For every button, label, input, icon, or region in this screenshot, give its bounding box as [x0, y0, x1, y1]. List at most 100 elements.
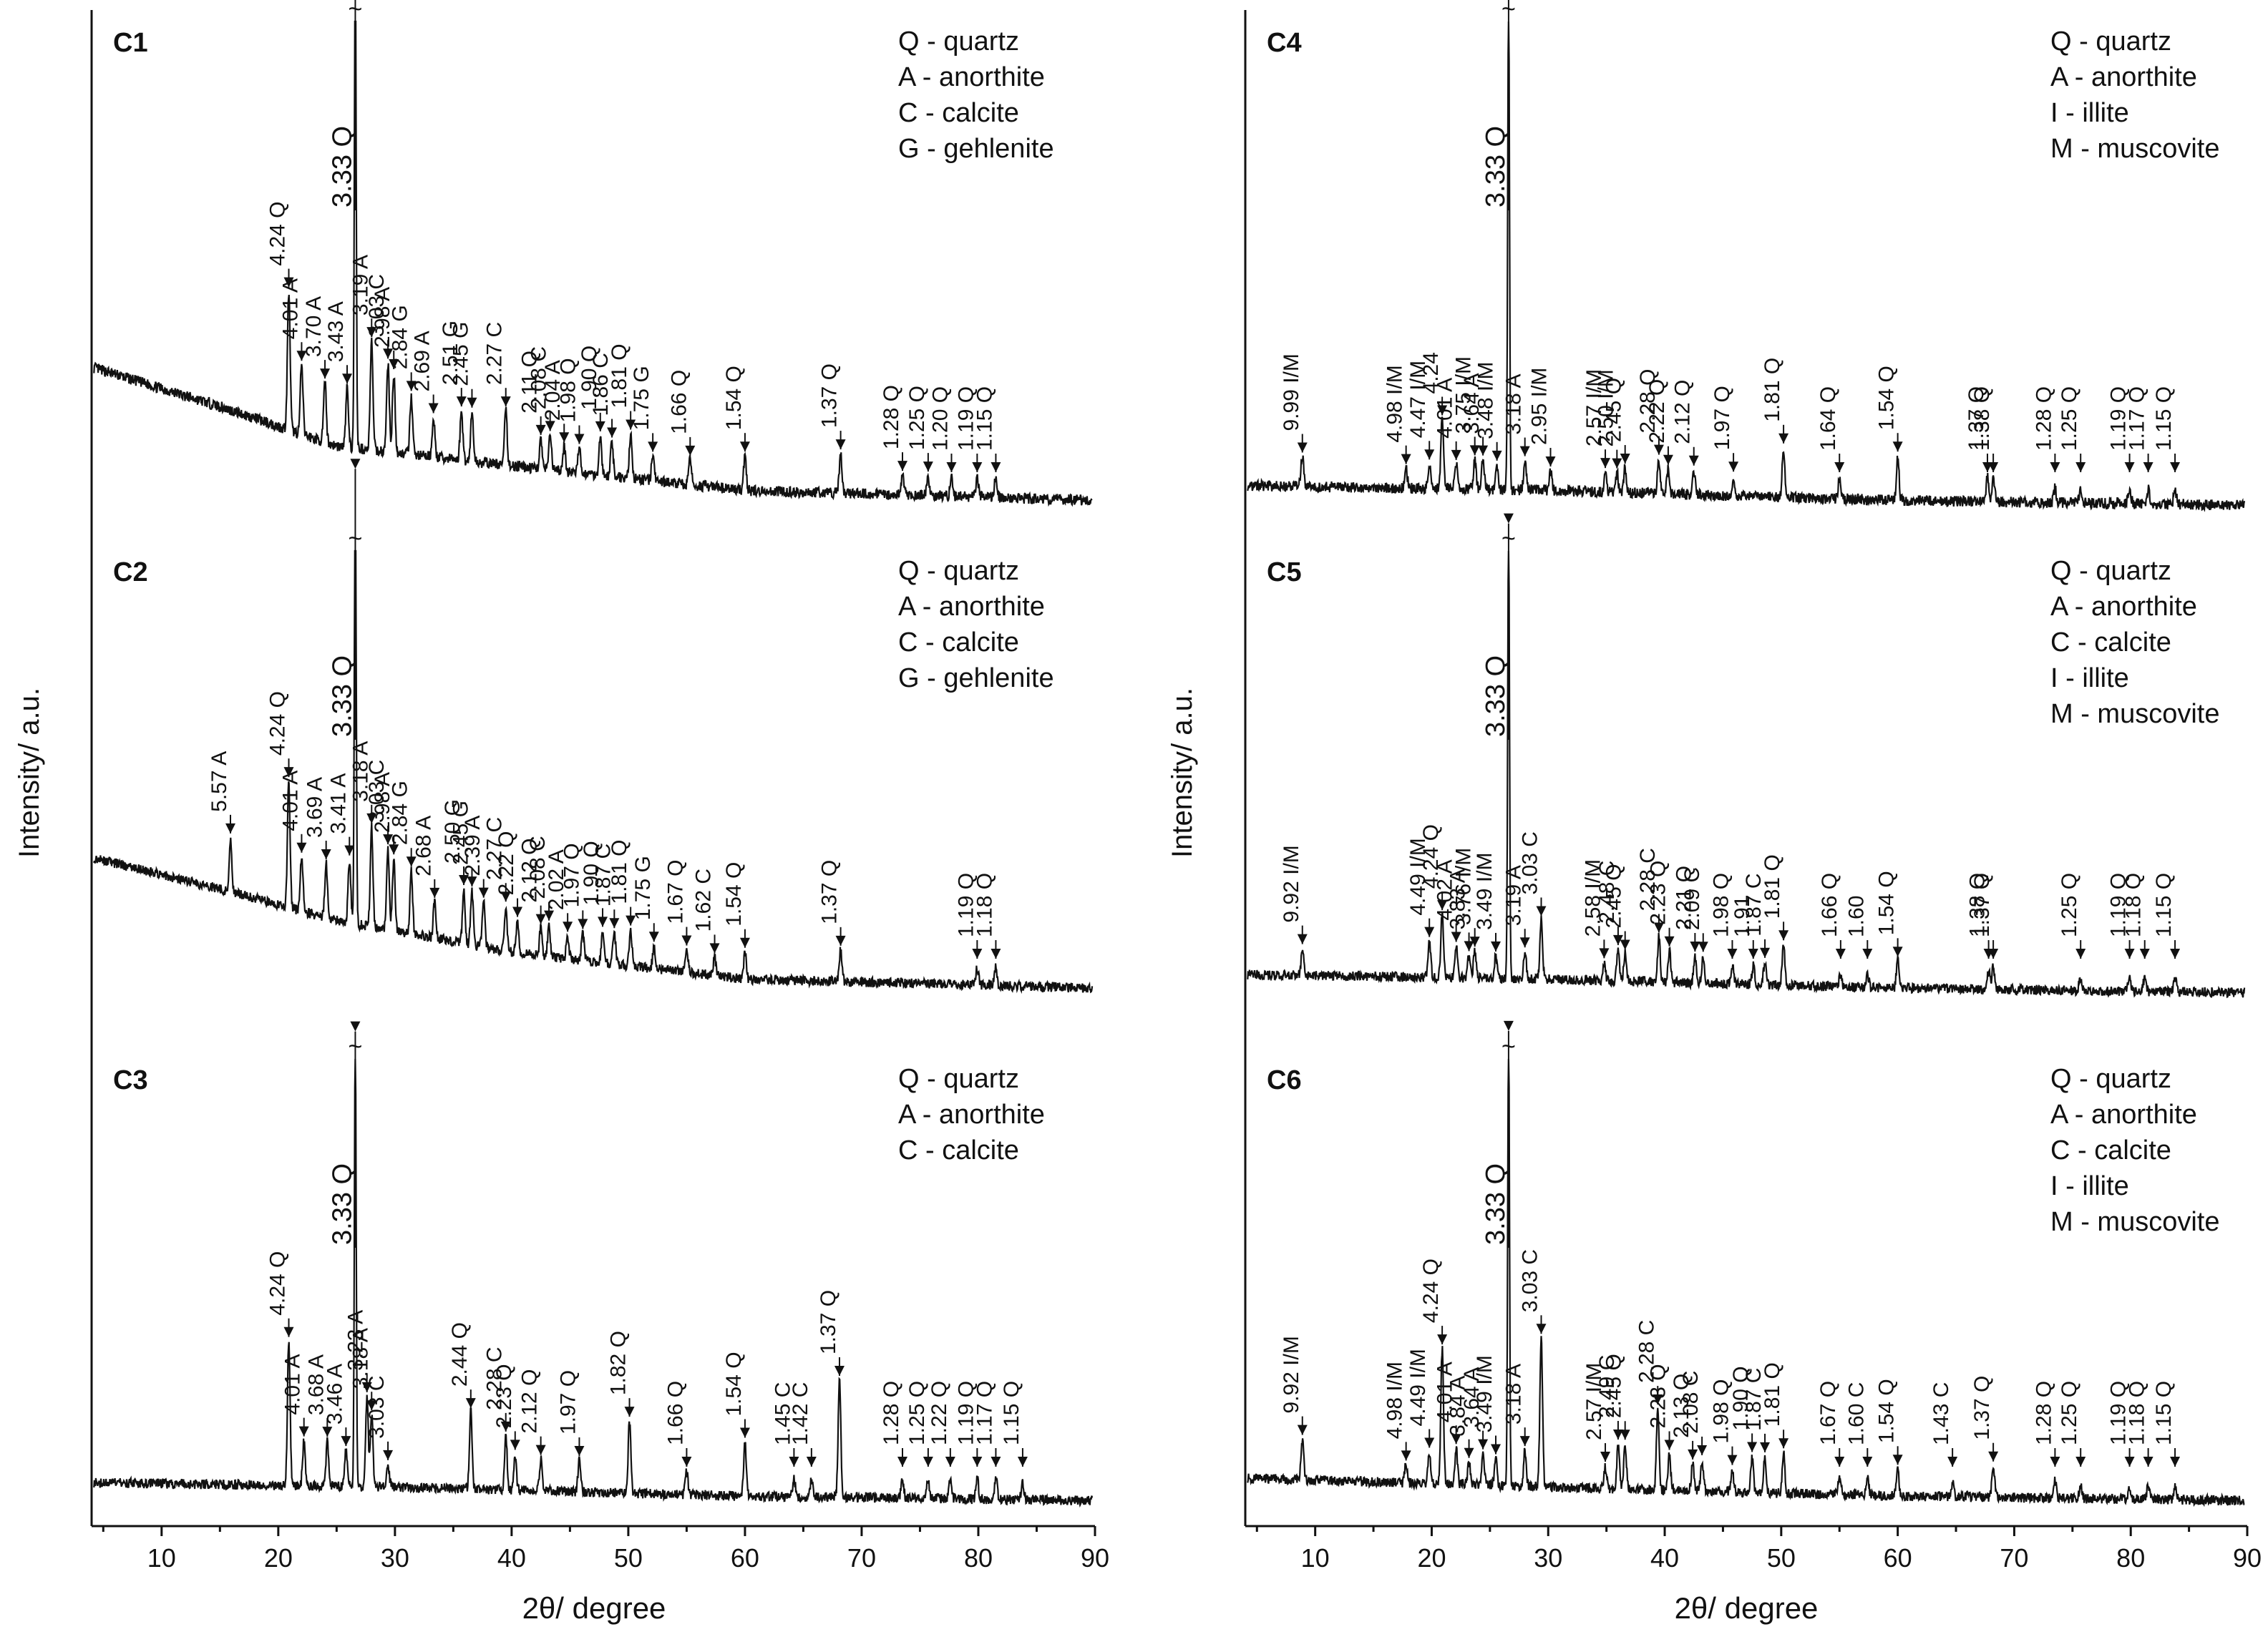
x-tick-label: 50 — [614, 1543, 643, 1573]
peak-label: 2.68 A — [412, 816, 435, 876]
peak-arrowhead — [535, 914, 546, 924]
legend-entry: A - anorthite — [898, 1100, 1045, 1130]
peak-label: 1.66 Q — [1818, 873, 1841, 937]
xrd-trace-c6 — [1247, 1058, 2245, 1507]
peak-arrowhead — [1297, 934, 1308, 944]
peak-label: 1.97 Q — [1710, 386, 1734, 450]
panels: 10 20 30 40 50 60 70 80 90 10 20 30 40 50 60 70 80 90 C1 Q … — [93, 0, 2262, 1573]
peak-arrowhead — [2050, 462, 2060, 472]
peak-label: 2.50 G — [441, 799, 464, 864]
peak-label: 2.23 Q — [492, 1364, 516, 1428]
peak-arrowhead — [945, 1457, 955, 1467]
peak-label: 3.03 C — [365, 274, 389, 337]
legend-entry: A - anorthite — [898, 62, 1045, 92]
peak-arrowhead — [991, 462, 1001, 472]
peak-label: 3.49 I/M — [1473, 1355, 1496, 1432]
peak-arrowhead — [544, 910, 555, 921]
peak-label: 1.98 Q — [1709, 1379, 1733, 1444]
peak-label: 2.11 Q — [518, 351, 542, 414]
peak-label: 1.82 Q — [607, 1331, 631, 1395]
peak-arrowhead — [563, 922, 573, 932]
peak-label: 1.98 Q — [1709, 873, 1733, 937]
x-tick-label: 80 — [2116, 1543, 2145, 1573]
peak-arrowhead — [574, 1446, 585, 1457]
legend-entry: Q - quartz — [898, 1064, 1019, 1094]
peak-arrowhead — [1437, 1334, 1448, 1345]
peak-label: 3.76 I/M — [1452, 848, 1476, 925]
peak-arrowhead — [1697, 1445, 1708, 1455]
peak-label: 2.57 I/M — [1582, 1363, 1606, 1440]
peak-arrowhead — [456, 396, 467, 407]
x-tick-label: 90 — [1081, 1543, 1109, 1573]
peak-arrowhead — [350, 1021, 361, 1032]
peak-arrowhead — [2124, 1457, 2135, 1467]
peak-arrowhead — [681, 1457, 692, 1467]
legend-entry: Q - quartz — [2050, 1064, 2171, 1094]
peak-arrowhead — [500, 1421, 511, 1432]
peak-label: 1.37 Q — [1970, 1376, 1994, 1440]
peak-arrowhead — [350, 459, 361, 469]
peak-arrowhead — [946, 462, 957, 472]
peak-arrowhead — [389, 844, 399, 855]
peak-label: 3.23 A — [344, 1310, 368, 1371]
peak-arrowhead — [500, 891, 511, 902]
peak-label: 1.75 G — [630, 366, 653, 430]
peak-arrowhead — [510, 1440, 520, 1450]
peak-label: 4.01 A — [1434, 378, 1457, 439]
peak-label: 4.49 I/M — [1406, 1349, 1430, 1426]
peak-label: 3.19 A — [1502, 865, 1526, 926]
peak-label: 1.25 Q — [905, 1381, 929, 1445]
peak-arrowhead — [298, 1426, 309, 1437]
peak-label: 1.54 Q — [1875, 1379, 1899, 1443]
peak-arrowhead — [406, 856, 417, 867]
peak-label: 1.15 Q — [1000, 1381, 1023, 1445]
peak-label: 1.81 Q — [1761, 1362, 1784, 1427]
peak-label: 9.92 I/M — [1280, 845, 1303, 922]
xrd-trace-c3 — [93, 1058, 1094, 1508]
peak-label: 3.41 A — [326, 773, 350, 834]
peak-label: 1.62 C — [692, 869, 716, 932]
peak-label: 4.98 I/M — [1383, 365, 1407, 442]
peak-label: 1.66 Q — [663, 1381, 687, 1445]
peak-arrowhead — [366, 327, 377, 338]
peak-arrowhead — [366, 813, 377, 824]
peak-arrowhead — [2143, 462, 2153, 472]
xrd-trace-c1 — [93, 20, 1093, 507]
peak-arrowhead — [923, 1457, 933, 1467]
peak-arrowhead — [1017, 1457, 1028, 1467]
peak-label: 3.83 A — [1446, 869, 1470, 929]
peak-label: 1.17 Q — [2126, 386, 2149, 451]
panel-id: C6 — [1267, 1065, 1302, 1095]
peak-label: 4.49 I/M — [1406, 838, 1430, 915]
peak-label: 3.64 A — [1460, 373, 1484, 434]
peak-label: 2.28 Q — [1636, 369, 1660, 434]
peak-label: 2.23 Q — [1647, 1364, 1670, 1428]
panel-id: C4 — [1267, 28, 1302, 58]
legend-entry: I - illite — [2050, 1171, 2129, 1201]
peak-arrowhead — [389, 359, 399, 370]
peak-arrowhead — [1612, 1430, 1623, 1440]
peak-label: 2.27 C — [483, 817, 507, 880]
peak-arrowhead — [283, 767, 294, 778]
peak-arrowhead — [459, 875, 469, 886]
peak-label: 4.47 I/M — [1406, 361, 1430, 438]
peak-arrowhead — [1424, 1437, 1435, 1448]
peak-label: 1.54 Q — [722, 1352, 746, 1416]
peak-arrowhead — [1503, 1020, 1514, 1031]
peak-label: 2.45 Q — [1602, 378, 1626, 442]
peak-arrowhead — [467, 397, 477, 408]
x-tick-label: 30 — [381, 1543, 409, 1573]
peak-label: 1.87 C — [591, 844, 615, 906]
peak-label: 1.37 Q — [817, 1290, 840, 1354]
peak-label: 3.48 I/M — [1474, 361, 1498, 439]
panel-id: C3 — [113, 1065, 148, 1095]
peak-label: 1.19 Q — [954, 1381, 978, 1445]
peak-arrowhead — [1748, 949, 1758, 959]
peak-arrowhead — [1664, 936, 1675, 947]
peak-label: 1.15 Q — [973, 386, 996, 451]
peak-label: 1.98 Q — [556, 358, 580, 422]
peak-arrowhead — [1464, 941, 1474, 952]
peak-arrowhead — [535, 1445, 546, 1455]
legend-entry: C - calcite — [898, 1135, 1019, 1165]
peak-label: 4.01 A — [278, 278, 302, 339]
